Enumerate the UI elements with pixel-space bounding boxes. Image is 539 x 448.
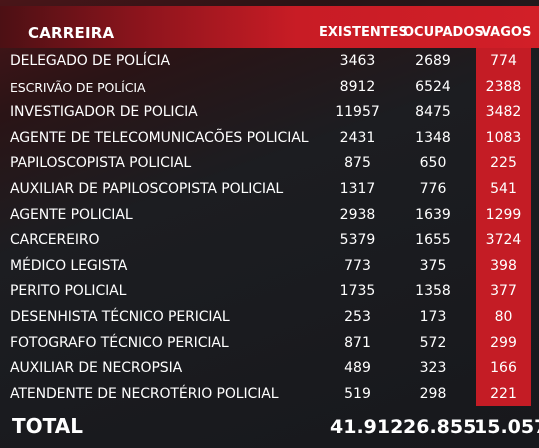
table-row: PERITO POLICIAL 1735 1358 377	[0, 278, 539, 304]
career-name: AUXILIAR DE NECROPSIA	[10, 360, 183, 377]
vagos-value: 166	[490, 360, 517, 377]
ocupados-value: 650	[419, 155, 447, 172]
vagos-value: 299	[490, 334, 517, 351]
header-carreira: CARREIRA	[28, 24, 115, 42]
total-ocupados: 26.855	[403, 416, 477, 438]
vagos-value: 2388	[485, 78, 522, 95]
existentes-value: 3463	[339, 53, 376, 69]
vagos-column-highlight	[476, 48, 531, 406]
existentes-value: 519	[344, 385, 371, 402]
total-label: TOTAL	[12, 414, 83, 438]
existentes-value: 875	[344, 155, 371, 172]
career-name: PERITO POLICIAL	[10, 283, 127, 300]
ocupados-value: 173	[419, 309, 447, 325]
career-name: AGENTE POLICIAL	[10, 206, 133, 223]
vagos-value: 3482	[485, 104, 522, 121]
ocupados-value: 1348	[415, 129, 451, 146]
header-vagos: VAGOS	[481, 25, 532, 40]
ocupados-value: 298	[419, 385, 447, 402]
vagos-value: 398	[490, 257, 517, 274]
table-row: DESENHISTA TÉCNICO PERICIAL 253 173 80	[0, 304, 539, 330]
career-name: CARCEREIRO	[10, 232, 100, 249]
existentes-value: 489	[344, 360, 371, 377]
ocupados-value: 6524	[415, 78, 451, 95]
ocupados-value: 572	[419, 334, 447, 351]
career-name: INVESTIGADOR DE POLICIA	[10, 104, 198, 121]
table-header: CARREIRA EXISTENTES OCUPADOS VAGOS	[0, 6, 539, 48]
vagos-value: 1083	[485, 129, 522, 146]
table-row: AUXILIAR DE PAPILOSCOPISTA POLICIAL 1317 7…	[0, 176, 539, 202]
total-vagos: 15.057	[474, 416, 539, 438]
existentes-value: 8912	[339, 78, 376, 95]
existentes-value: 1317	[339, 181, 376, 197]
total-row: TOTAL 41.912 26.855 15.057	[0, 410, 539, 444]
ocupados-value: 776	[419, 181, 447, 197]
existentes-value: 2431	[339, 129, 376, 146]
vagos-value: 221	[490, 385, 517, 402]
table-row: INVESTIGADOR DE POLICIA 11957 8475 3482	[0, 99, 539, 125]
table-row: CARCEREIRO 5379 1655 3724	[0, 227, 539, 253]
existentes-value: 1735	[339, 283, 376, 300]
ocupados-value: 1358	[415, 283, 451, 300]
vagos-value: 225	[490, 155, 517, 172]
ocupados-value: 1655	[415, 232, 451, 249]
total-existentes: 41.912	[330, 416, 404, 438]
vagos-value: 80	[494, 309, 513, 325]
existentes-value: 253	[344, 309, 371, 325]
career-name: ESCRIVÃO DE POLÍCIA	[10, 79, 146, 95]
table-row: AGENTE DE TELECOMUNICACÕES POLICIAL 2431 1…	[0, 125, 539, 151]
table-row: ATENDENTE DE NECROTÉRIO POLICIAL 519 298 22…	[0, 381, 539, 407]
vagos-value: 774	[490, 53, 517, 69]
career-name: PAPILOSCOPISTA POLICIAL	[10, 155, 192, 172]
ocupados-value: 323	[419, 360, 447, 377]
career-name: AUXILIAR DE PAPILOSCOPISTA POLICIAL	[10, 181, 284, 197]
table-row: MÉDICO LEGISTA 773 375 398	[0, 253, 539, 279]
career-name: FOTOGRAFO TÉCNICO PERICIAL	[10, 334, 229, 351]
career-name: DESENHISTA TÉCNICO PERICIAL	[10, 309, 230, 325]
existentes-value: 2938	[339, 206, 376, 223]
table-row: PAPILOSCOPISTA POLICIAL 875 650 225	[0, 150, 539, 176]
existentes-value: 5379	[339, 232, 376, 249]
existentes-value: 11957	[335, 104, 380, 121]
table-row: ESCRIVÃO DE POLÍCIA 8912 6524 2388	[0, 74, 539, 100]
vagos-value: 541	[490, 181, 517, 197]
vagos-value: 377	[490, 283, 517, 300]
vagos-value: 3724	[485, 232, 522, 249]
table-row: FOTOGRAFO TÉCNICO PERICIAL 871 572 299	[0, 330, 539, 356]
table-row: AUXILIAR DE NECROPSIA 489 323 166	[0, 355, 539, 381]
table-row: AGENTE POLICIAL 2938 1639 1299	[0, 202, 539, 228]
vagos-value: 1299	[485, 206, 522, 223]
header-ocupados: OCUPADOS	[403, 25, 484, 40]
ocupados-value: 2689	[415, 53, 451, 69]
header-existentes: EXISTENTES	[319, 25, 408, 40]
career-name: DELEGADO DE POLÍCIA	[10, 53, 170, 69]
existentes-value: 773	[344, 257, 371, 274]
table-row: DELEGADO DE POLÍCIA 3463 2689 774	[0, 48, 539, 74]
ocupados-value: 375	[419, 257, 447, 274]
existentes-value: 871	[344, 334, 371, 351]
ocupados-value: 1639	[415, 206, 451, 223]
career-name: AGENTE DE TELECOMUNICACÕES POLICIAL	[10, 129, 309, 146]
ocupados-value: 8475	[415, 104, 451, 121]
career-name: MÉDICO LEGISTA	[10, 257, 128, 274]
career-name: ATENDENTE DE NECROTÉRIO POLICIAL	[10, 385, 279, 402]
